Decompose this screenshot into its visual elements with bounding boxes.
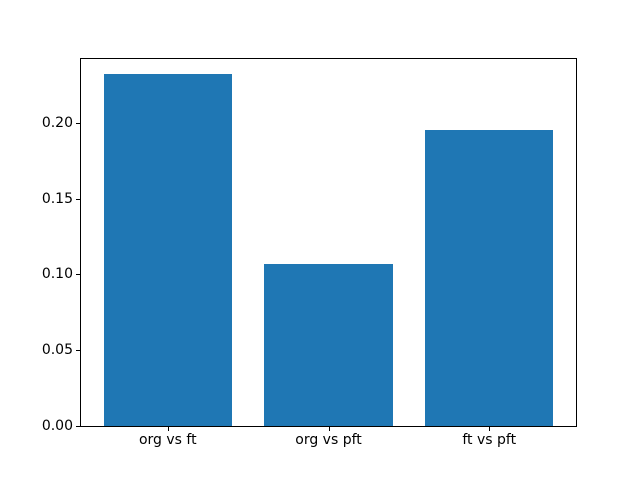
y-axis-tick	[76, 122, 80, 124]
y-axis-tick-label: 0.10	[41, 266, 73, 283]
bar-org-vs-ft	[103, 74, 233, 426]
y-axis-tick	[76, 198, 80, 200]
y-axis-tick	[76, 426, 80, 427]
bar-org-vs-pft	[264, 263, 393, 426]
plot-area: org vs ft org vs pft ft vs pft 0.00 0.05 0.10…	[42, 58, 577, 447]
y-axis-tick	[76, 274, 80, 276]
bar-ft-vs-pft	[424, 130, 554, 426]
y-axis-tick-label: 0.00	[41, 418, 73, 434]
y-axis-tick-label: 0.15	[41, 190, 73, 207]
x-axis-tick-label: org vs ft	[138, 432, 197, 448]
x-axis-tick	[167, 427, 169, 431]
x-axis-tick	[489, 427, 491, 431]
x-axis-tick-label: ft vs pft	[462, 432, 517, 448]
y-axis-tick-label: 0.20	[41, 114, 73, 131]
x-axis-tick	[328, 427, 330, 431]
x-axis-tick-label: org vs pft	[295, 432, 362, 448]
y-axis-tick-label: 0.05	[41, 342, 73, 359]
y-axis-tick	[76, 350, 80, 352]
